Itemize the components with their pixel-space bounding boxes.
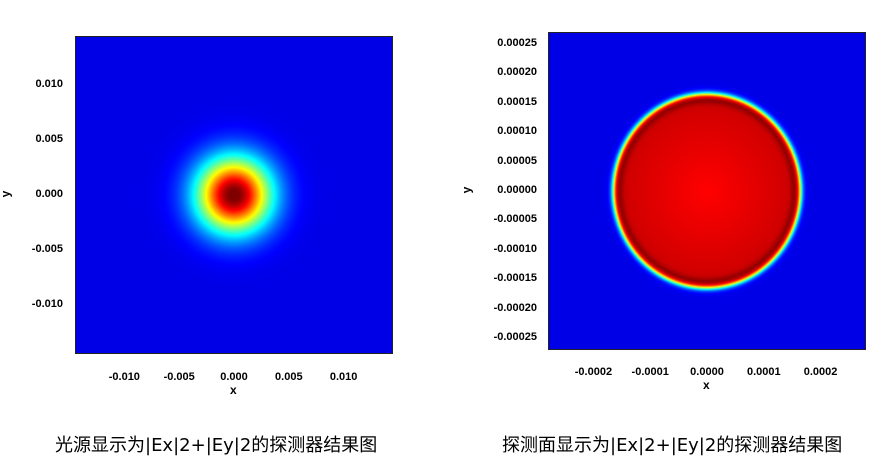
y-tick-label: 0.00025 <box>497 36 537 49</box>
heatmap-frame-source <box>75 36 393 354</box>
x-tick-label: 0.0001 <box>746 366 781 378</box>
y-tick-label: -0.00020 <box>493 301 537 314</box>
heatmap-detector <box>549 33 865 349</box>
y-tick-label: 0.00015 <box>497 95 537 108</box>
y-tick-label: -0.00025 <box>493 331 537 344</box>
y-tick-label: -0.00015 <box>493 272 537 285</box>
heatmap-frame-detector <box>548 32 866 350</box>
y-axis-label-detector: y <box>459 186 474 194</box>
y-tick-label: 0.00020 <box>497 66 537 79</box>
y-tick-label: -0.010 <box>31 297 63 310</box>
x-tick-label: 0.0002 <box>803 366 838 378</box>
y-axis-label-source: y <box>0 191 12 198</box>
y-tick-label: 0.005 <box>35 133 63 146</box>
y-tick-label: 0.010 <box>35 78 63 91</box>
y-tick-label: 0.00010 <box>497 125 537 138</box>
x-tick-label: -0.005 <box>163 371 195 383</box>
y-tick-label: -0.005 <box>31 242 63 255</box>
y-tick-label: 0.000 <box>35 188 63 200</box>
x-tick-label: 0.0000 <box>690 366 724 378</box>
x-tick-label: 0.000 <box>220 371 248 383</box>
caption-source: 光源显示为|Ex|2+|Ey|2的探测器结果图 <box>55 435 378 456</box>
caption-detector: 探测面显示为|Ex|2+|Ey|2的探测器结果图 <box>502 435 843 456</box>
y-tick-label: 0.00000 <box>497 184 537 196</box>
y-tick-label: -0.00005 <box>493 213 537 226</box>
x-axis-label-source: x <box>230 383 237 397</box>
x-tick-label: -0.0001 <box>631 366 669 378</box>
x-tick-label: -0.0002 <box>574 366 613 378</box>
heatmap-source <box>76 37 392 353</box>
x-tick-label: 0.010 <box>329 371 358 383</box>
y-tick-label: 0.00005 <box>497 154 537 167</box>
x-tick-label: 0.005 <box>275 371 303 383</box>
x-axis-label-detector: x <box>703 378 710 392</box>
x-tick-label: -0.010 <box>108 371 140 383</box>
y-tick-label: -0.00010 <box>493 242 537 255</box>
